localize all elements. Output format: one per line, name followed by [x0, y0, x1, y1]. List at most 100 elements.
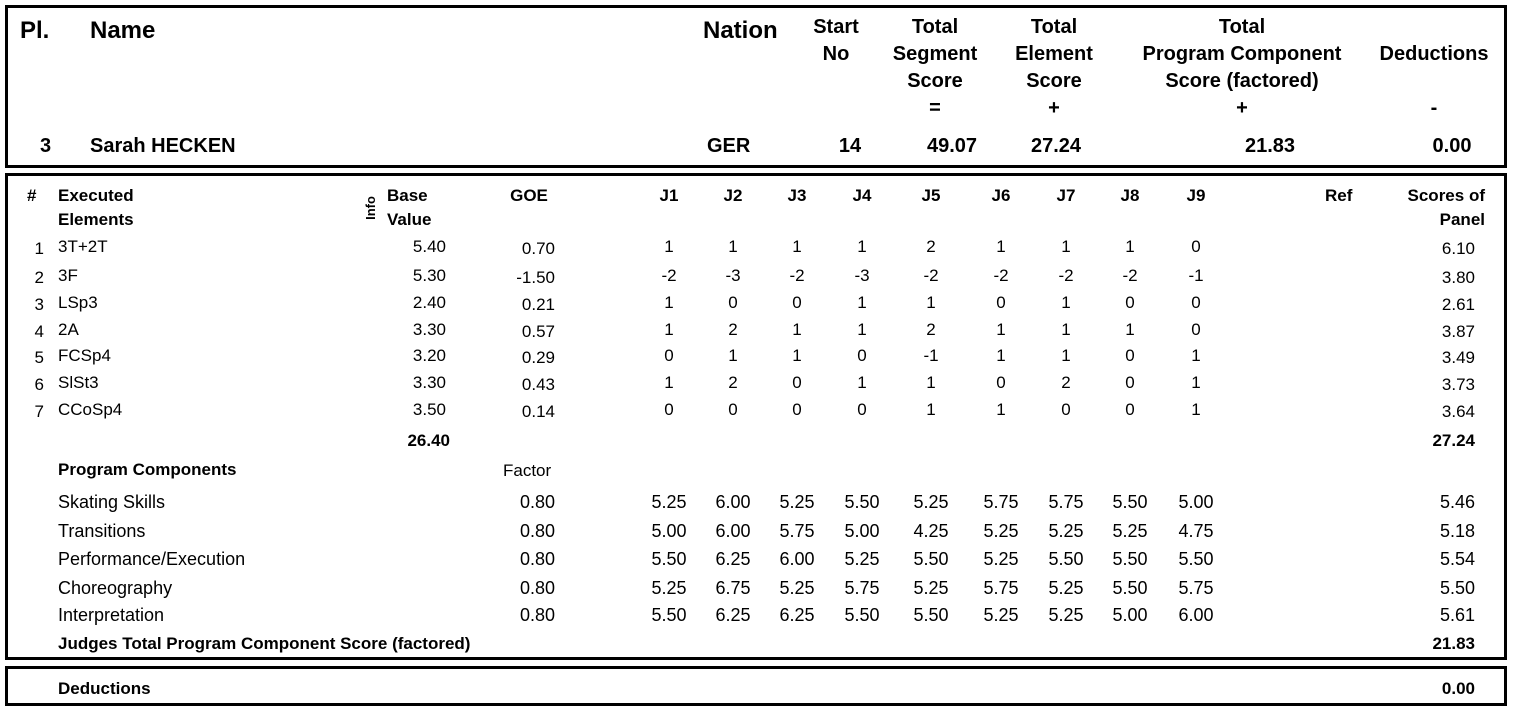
start-no-value: 14 [838, 135, 862, 157]
ref-header: Ref [1325, 186, 1353, 205]
pc-name: Transitions [58, 521, 146, 541]
element-base-value: 5.30 [412, 266, 446, 285]
pc-judge-score: 5.00 [1112, 605, 1148, 625]
scores-of-panel-header: Scores of Panel [1407, 186, 1485, 229]
element-judge-score: 2 [1061, 373, 1071, 392]
element-goe: 0.43 [521, 375, 555, 394]
element-goe: 0.14 [521, 402, 555, 421]
element-judge-score: 0 [1125, 400, 1135, 419]
pc-judge-score: 5.25 [983, 521, 1019, 541]
element-judge-score: 1 [857, 237, 867, 256]
element-judge-score: 1 [1061, 346, 1071, 365]
name-header: Name [90, 17, 156, 44]
element-base-value: 5.40 [412, 237, 446, 256]
total-element-header: Total Element Score + [1015, 16, 1093, 119]
element-code: 2A [58, 320, 79, 339]
summary-box [5, 5, 1507, 168]
deductions-header: Deductions - [1379, 43, 1489, 119]
element-judge-score: 0 [1125, 346, 1135, 365]
element-judge-score: 1 [857, 293, 867, 312]
judge-header-5: J5 [921, 186, 941, 205]
element-base-value: 2.40 [412, 293, 446, 312]
pc-judge-score: 5.50 [913, 549, 949, 569]
pc-name: Interpretation [58, 605, 165, 625]
details-box [5, 173, 1507, 660]
program-components-title: Program Components [58, 460, 237, 479]
element-judge-score: 1 [996, 237, 1006, 256]
pc-judge-score: 5.25 [779, 492, 815, 512]
element-judge-score: 1 [857, 373, 867, 392]
pc-judge-score: 6.00 [779, 549, 815, 569]
pc-judge-score: 4.25 [913, 521, 949, 541]
element-judge-score: -2 [923, 266, 939, 285]
element-judge-score: 0 [728, 400, 738, 419]
element-judge-score: 0 [664, 346, 674, 365]
element-judge-score: 1 [664, 373, 674, 392]
pc-panel-score: 5.61 [1439, 605, 1475, 625]
pc-judge-score: 5.75 [983, 578, 1019, 598]
base-value-header: Base Value [387, 186, 432, 229]
place-header: Pl. [20, 17, 50, 44]
info-header: Info [363, 196, 378, 220]
element-judge-score: 0 [1191, 237, 1201, 256]
deductions-label: Deductions [58, 679, 151, 698]
pc-judge-score: 5.50 [844, 492, 880, 512]
element-judge-score: 1 [926, 293, 936, 312]
element-judge-score: 1 [664, 237, 674, 256]
element-judge-score: -2 [661, 266, 677, 285]
total-segment-value: 49.07 [926, 135, 978, 157]
pc-judge-score: 5.25 [1048, 578, 1084, 598]
element-judge-score: 2 [926, 320, 936, 339]
element-number: 2 [34, 268, 44, 287]
element-base-value: 3.20 [412, 346, 446, 365]
pc-judge-score: 5.25 [983, 549, 1019, 569]
judge-header-1: J1 [659, 186, 679, 205]
judge-header-8: J8 [1120, 186, 1140, 205]
judge-header-9: J9 [1186, 186, 1206, 205]
element-judge-score: 1 [996, 320, 1006, 339]
nation-value: GER [707, 135, 751, 157]
element-judge-score: 1 [926, 373, 936, 392]
pc-judge-score: 5.25 [651, 492, 687, 512]
pc-judge-score: 6.25 [715, 549, 751, 569]
element-panel-score: 6.10 [1441, 239, 1475, 258]
element-judge-score: -2 [1122, 266, 1138, 285]
pc-panel-score: 5.50 [1439, 578, 1475, 598]
pc-judge-score: 5.25 [1112, 521, 1148, 541]
element-panel-score: 3.49 [1441, 348, 1475, 367]
pc-judge-score: 5.25 [913, 578, 949, 598]
pc-name: Choreography [58, 578, 173, 598]
judge-header-2: J2 [723, 186, 743, 205]
element-judge-score: 1 [728, 346, 738, 365]
element-judge-score: -1 [1188, 266, 1204, 285]
element-code: FCSp4 [58, 346, 111, 365]
pc-judge-score: 5.75 [844, 578, 880, 598]
element-judge-score: 2 [728, 373, 738, 392]
total-pcs-header: Total Program Component Score (factored)… [1142, 16, 1342, 119]
total-segment-header: Total Segment Score = [892, 16, 978, 119]
element-panel-score: 2.61 [1441, 295, 1475, 314]
pc-judge-score: 5.75 [1178, 578, 1214, 598]
pc-panel-score: 5.18 [1439, 521, 1475, 541]
element-code: 3F [58, 266, 78, 285]
element-judge-score: 0 [1191, 293, 1201, 312]
element-judge-score: 1 [857, 320, 867, 339]
nation-header: Nation [703, 17, 778, 44]
element-base-value: 3.50 [412, 400, 446, 419]
element-code: LSp3 [58, 293, 98, 312]
pc-judge-score: 4.75 [1178, 521, 1214, 541]
num-header: # [27, 186, 37, 205]
executed-elements-header: Executed Elements [58, 186, 134, 229]
pc-factor: 0.80 [519, 605, 555, 625]
pc-judge-score: 5.75 [1048, 492, 1084, 512]
pc-judge-score: 5.00 [844, 521, 880, 541]
element-judge-score: 0 [792, 293, 802, 312]
pc-judge-score: 6.00 [715, 492, 751, 512]
pcs-total-label: Judges Total Program Component Score (fa… [58, 634, 471, 653]
element-judge-score: -2 [1058, 266, 1074, 285]
pc-panel-score: 5.46 [1439, 492, 1475, 512]
element-code: SlSt3 [58, 373, 99, 392]
element-judge-score: 0 [1061, 400, 1071, 419]
pc-judge-score: 6.25 [715, 605, 751, 625]
pc-judge-score: 5.50 [1048, 549, 1084, 569]
